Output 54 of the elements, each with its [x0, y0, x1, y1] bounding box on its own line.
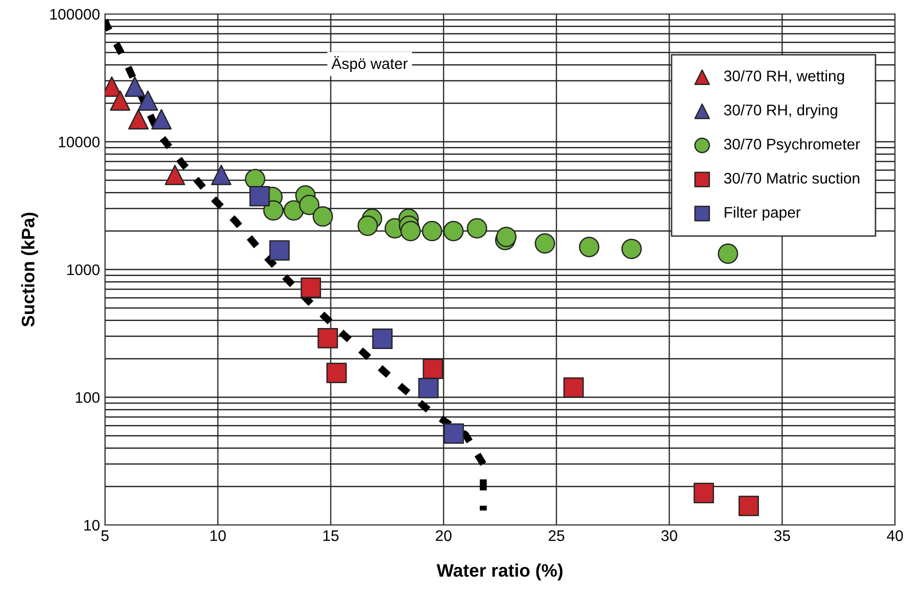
point: [312, 206, 334, 227]
point: [164, 164, 186, 186]
y-tick-label: 100: [76, 392, 100, 403]
point: [358, 216, 378, 236]
point: [244, 168, 266, 190]
point: [443, 220, 464, 242]
point: [110, 90, 130, 111]
y-tick-label: 10: [84, 520, 100, 531]
x-tick-label: 25: [548, 530, 564, 542]
point: [738, 496, 759, 516]
point: [269, 240, 290, 261]
point: [621, 238, 642, 260]
legend-label: 30/70 RH, drying: [724, 104, 838, 118]
legend-label: 30/70 Psychrometer: [724, 138, 860, 153]
point: [578, 236, 600, 258]
x-tick-label: 35: [774, 530, 790, 542]
point: [124, 76, 145, 97]
legend-label: 30/70 Matric suction: [724, 172, 860, 184]
point: [400, 220, 421, 242]
x-tick-label: 10: [210, 530, 226, 542]
point: [422, 220, 442, 242]
point: [422, 358, 444, 379]
point: [718, 243, 738, 264]
point: [694, 482, 714, 504]
point: [284, 200, 304, 221]
point: [326, 362, 347, 384]
x-tick-label: 40: [886, 530, 903, 542]
y-tick-label: 100000: [50, 8, 100, 20]
point: [466, 218, 488, 239]
point: [299, 194, 320, 216]
point: [263, 200, 284, 221]
point: [151, 109, 172, 130]
point: [249, 186, 270, 206]
x-tick-label: 15: [323, 530, 339, 542]
point: [211, 164, 232, 186]
point: [444, 423, 464, 444]
point: [128, 109, 149, 130]
point: [534, 233, 556, 254]
point: [418, 378, 439, 398]
x-axis-title: Water ratio (%): [436, 564, 562, 580]
y-tick-label: 1000: [67, 264, 100, 276]
point: [563, 377, 584, 398]
y-axis-title: Suction (kPa): [21, 212, 38, 327]
point: [318, 328, 338, 348]
point: [300, 278, 322, 298]
y-tick-label: 10000: [58, 136, 100, 148]
legend-label: 30/70 RH, wetting: [724, 70, 844, 84]
annotation: Äspö water: [331, 56, 408, 72]
x-tick-label: 5: [101, 530, 109, 542]
point: [372, 328, 393, 349]
x-tick-label: 30: [661, 530, 678, 542]
point: [138, 90, 158, 111]
legend-label: Filter paper: [724, 206, 801, 221]
x-tick-label: 20: [436, 530, 452, 542]
